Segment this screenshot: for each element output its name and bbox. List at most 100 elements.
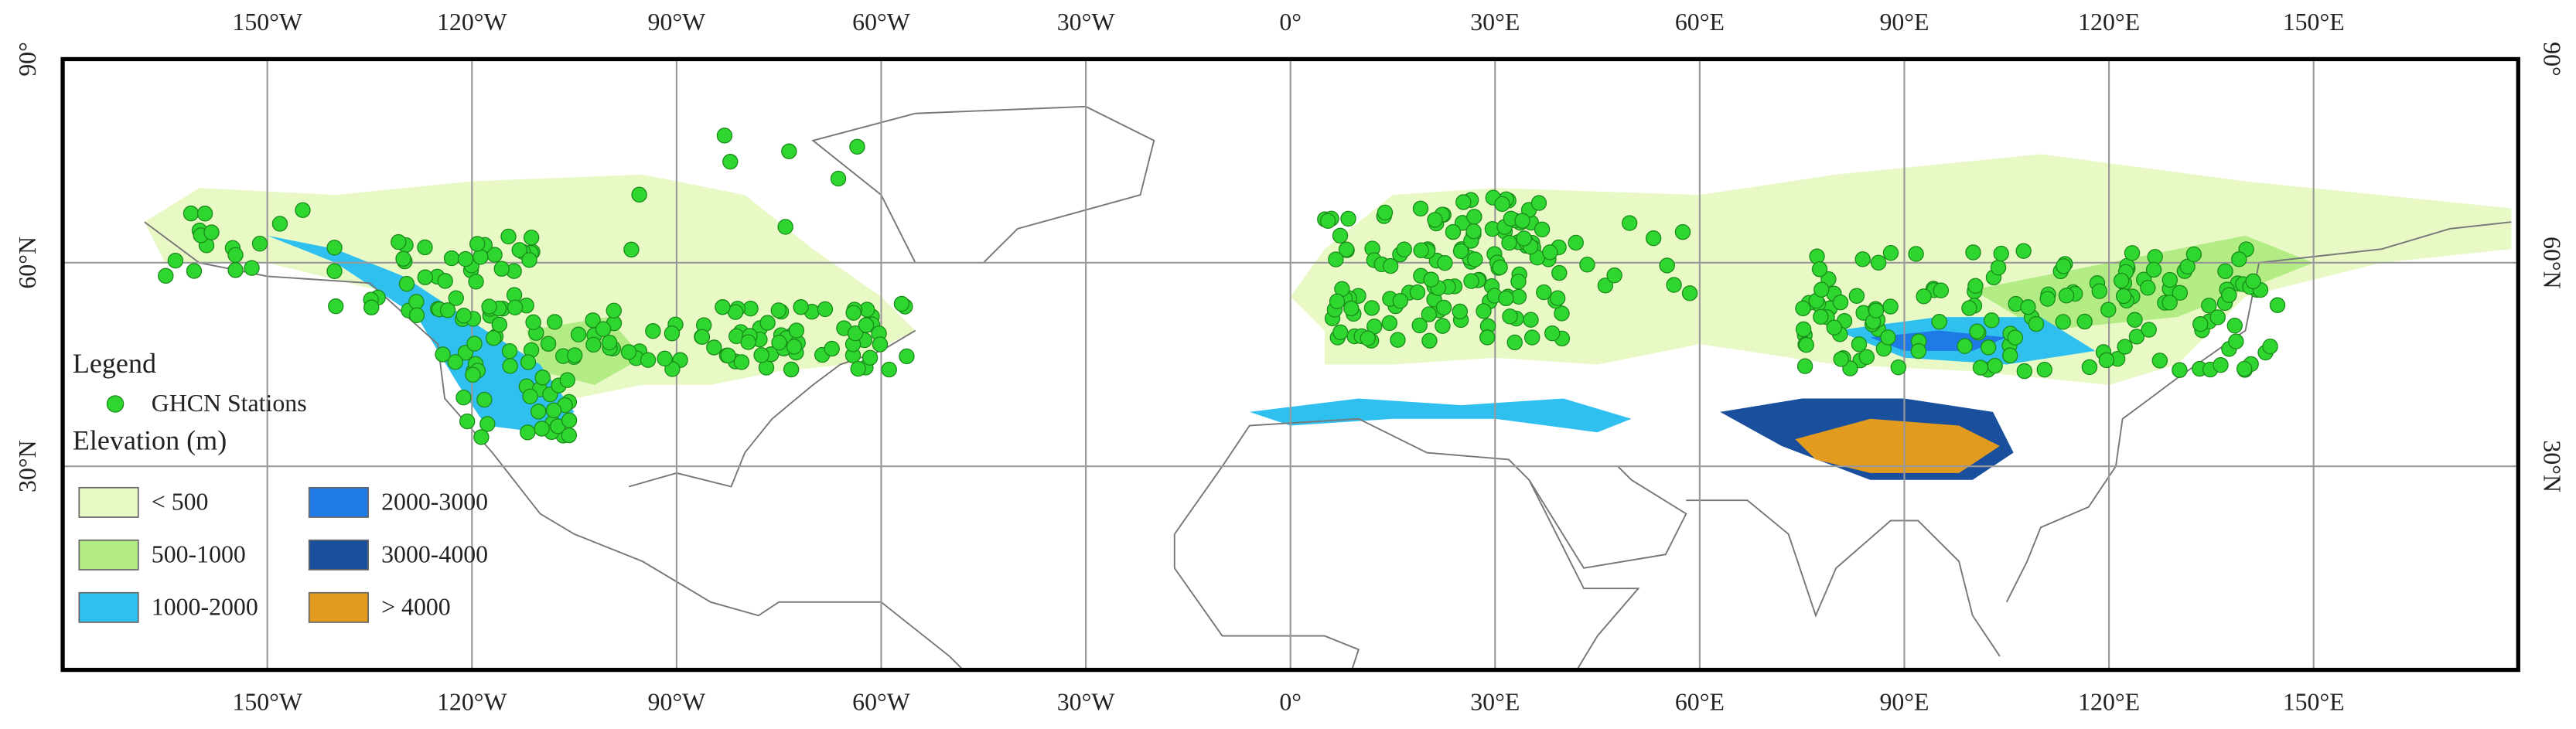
station (501, 342, 518, 359)
legend-station-label: GHCN Stations (152, 390, 307, 417)
station (1969, 323, 1985, 339)
station (1382, 257, 1399, 274)
station (520, 354, 537, 370)
station (196, 206, 213, 222)
station (720, 347, 736, 364)
station (2262, 339, 2278, 355)
station (2221, 287, 2237, 303)
station (1993, 245, 2009, 262)
lat-tick-label: 90° (2538, 42, 2565, 77)
legend-swatch (308, 486, 369, 518)
station (2056, 258, 2072, 274)
station (793, 299, 809, 315)
station (520, 424, 536, 441)
lon-tick-label: 0° (1279, 9, 1302, 36)
station (2036, 362, 2052, 378)
lon-tick-label: 120°W (437, 9, 507, 36)
station (620, 344, 637, 360)
station (595, 321, 612, 337)
station (1455, 194, 1472, 210)
station (623, 241, 640, 258)
lat-tick-label: 60°N (14, 237, 41, 289)
station (567, 347, 583, 363)
station (326, 240, 343, 256)
station (601, 334, 618, 351)
station (2192, 316, 2209, 332)
lon-tick-label: 90°W (648, 9, 706, 36)
station (465, 366, 481, 383)
station (1366, 319, 1383, 335)
station (845, 305, 862, 321)
station (469, 236, 486, 252)
station (1332, 324, 1349, 341)
station (1320, 213, 1336, 230)
station (1813, 281, 1830, 298)
station (2020, 299, 2036, 315)
station (2081, 359, 2098, 376)
lon-tick-label: 150°W (232, 688, 302, 715)
station (1551, 264, 1568, 281)
lon-tick-label: 30°E (1470, 688, 1520, 715)
station (1549, 290, 1566, 306)
legend-swatch (308, 539, 369, 571)
station (1435, 299, 1452, 316)
station (1965, 244, 1981, 261)
lon-tick-label: 150°E (2283, 688, 2345, 715)
station (561, 412, 578, 428)
station (486, 330, 502, 346)
station (1984, 312, 2000, 329)
station (740, 334, 756, 350)
legend-class-label: 500-1000 (152, 540, 246, 567)
station (511, 242, 527, 258)
coastline (811, 105, 1155, 264)
lon-tick-label: 150°W (232, 9, 302, 36)
station (1494, 196, 1510, 213)
station (2115, 288, 2132, 305)
station (1340, 210, 1356, 227)
station (183, 205, 200, 222)
tick-labels: 150°W 150°W 120°W 120°W 90°W 90°W 60°W 60°W 30°W… (14, 9, 2565, 715)
station (2213, 356, 2229, 373)
station (1514, 213, 1530, 229)
station (2172, 284, 2189, 301)
station (1931, 314, 1947, 330)
station (1421, 332, 1438, 349)
station (786, 339, 803, 355)
station (473, 249, 489, 265)
station (1390, 332, 1406, 348)
station (493, 261, 510, 277)
station (1516, 230, 1532, 247)
lon-tick-label: 60°E (1675, 9, 1725, 36)
station (1506, 334, 1523, 351)
station (872, 336, 889, 353)
station (328, 298, 344, 315)
station (502, 358, 518, 374)
station (271, 216, 288, 232)
station (2141, 322, 2157, 338)
station (491, 316, 507, 333)
station (186, 263, 203, 279)
station (1811, 261, 1828, 278)
station (1961, 300, 1977, 316)
station (1833, 351, 1849, 367)
station (1377, 204, 1394, 221)
station (2076, 313, 2093, 330)
elevation-region (1249, 398, 1632, 433)
station (1338, 241, 1355, 257)
station (2209, 309, 2226, 325)
lon-tick-label: 30°W (1057, 688, 1115, 715)
station (1534, 221, 1551, 237)
station (1479, 329, 1496, 346)
station (1645, 230, 1662, 247)
station (443, 250, 460, 267)
station (1798, 336, 1814, 353)
station (783, 361, 800, 378)
lon-tick-label: 90°E (1879, 9, 1929, 36)
station (1381, 315, 1398, 332)
station (893, 295, 910, 312)
station (1492, 259, 1508, 275)
station (788, 322, 805, 339)
legend-swatch (308, 591, 369, 623)
legend: Legend GHCN Stations Elevation (m) < 500… (73, 348, 488, 623)
station (1832, 294, 1849, 311)
